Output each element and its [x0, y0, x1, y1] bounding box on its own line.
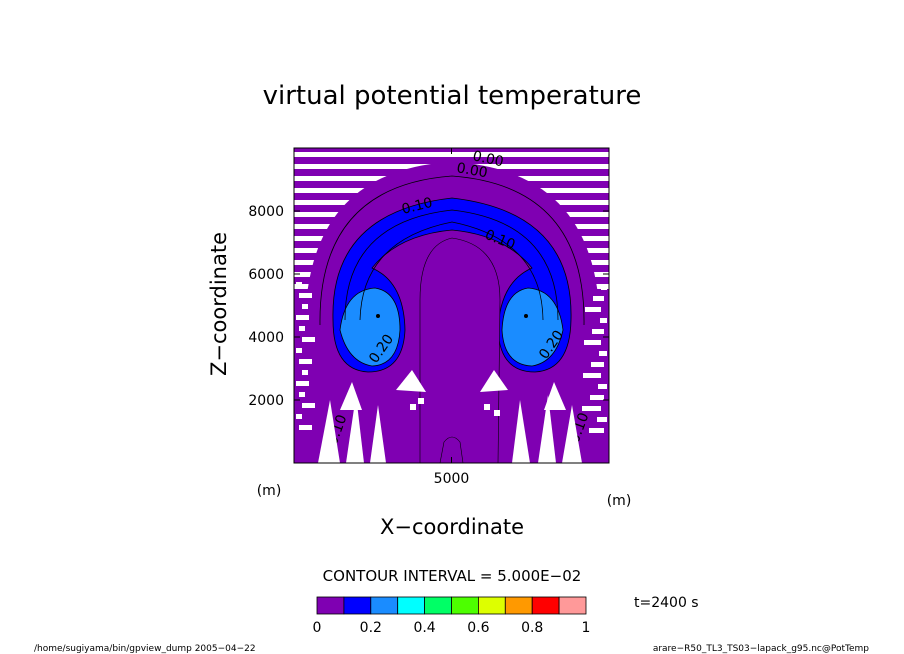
colorbar-segment	[397, 596, 426, 615]
speckle-right	[593, 296, 604, 301]
white-speck	[494, 410, 500, 416]
colorbar-tick-label: 0.4	[413, 620, 435, 636]
colorbar-segment	[451, 596, 479, 615]
speckle-left	[296, 282, 302, 287]
speckle-left	[296, 315, 309, 320]
colorbar-segment	[531, 596, 560, 615]
y-tick-label: 2000	[248, 393, 284, 409]
speckle-right	[601, 285, 607, 290]
lower-white-features	[318, 370, 582, 463]
contour-label-top-1: 0.00	[471, 148, 505, 170]
chart-title: virtual potential temperature	[263, 81, 642, 111]
contour-line-mid	[344, 209, 559, 321]
colorbar-segment	[477, 596, 506, 615]
white-spike	[544, 382, 566, 410]
colorbar-segment	[316, 596, 345, 615]
speckle-right	[589, 428, 604, 433]
speckle-right	[597, 417, 607, 422]
contour-interval: CONTOUR INTERVAL = 5.000E−02	[323, 567, 582, 585]
colorbar-segment	[370, 596, 399, 615]
speckle-left	[299, 392, 305, 397]
contour-label-arch-left: 0.10	[400, 195, 434, 218]
speckle-left	[299, 293, 312, 298]
white-speck	[418, 398, 424, 404]
speckle-right	[600, 318, 607, 323]
x-axis-ticks: 5000	[434, 148, 470, 487]
colorbar-tick-label: 1	[582, 620, 591, 636]
y-tick-label: 8000	[248, 204, 284, 220]
contour-label-top-2: 0.00	[455, 160, 488, 181]
speckle-left	[302, 370, 308, 375]
side-white-speckles	[296, 282, 607, 433]
y-tick-label: 6000	[248, 267, 284, 283]
speckle-left	[296, 414, 302, 419]
speckle-left	[302, 403, 315, 408]
colorbar-tick-label: 0.8	[521, 620, 543, 636]
colorbar-tick-labels: 0 0.2 0.4 0.6 0.8 1	[313, 620, 591, 636]
plot-area: 0.00 0.00 0.10 0.10 0.20 0.20 0.10 0.10	[294, 148, 609, 463]
contour-line-outer	[319, 175, 585, 326]
speckle-left	[302, 337, 315, 342]
white-spike	[340, 382, 362, 410]
x-axis-title: X−coordinate	[380, 515, 524, 539]
colorbar-tick-label: 0.2	[360, 620, 382, 636]
x-axis-unit: (m)	[607, 493, 632, 509]
speckle-right	[582, 406, 601, 411]
speckle-right	[592, 329, 604, 334]
speckle-right	[583, 373, 601, 378]
x-tick-label: 5000	[434, 471, 470, 487]
speckle-left	[299, 359, 312, 364]
right-core-center	[524, 314, 528, 318]
white-spike	[512, 400, 530, 463]
footer-left: /home/sugiyama/bin/gpview_dump 2005−04−2…	[34, 644, 256, 654]
y-axis-ticks: 2000 4000 6000 8000	[248, 204, 609, 409]
white-spike	[538, 395, 556, 463]
left-vortex-core	[339, 287, 401, 367]
colorbar-segment	[424, 596, 452, 615]
stripe	[294, 152, 609, 157]
white-spike	[396, 370, 426, 392]
stem-base-contour	[439, 436, 464, 463]
speckle-right	[590, 395, 604, 400]
speckle-left	[302, 304, 308, 309]
speckle-left	[299, 326, 305, 331]
speckle-right	[598, 384, 607, 389]
colorbar-tick-label: 0	[313, 620, 322, 636]
white-spike	[562, 405, 582, 463]
speckle-left	[299, 425, 312, 430]
white-spike	[318, 400, 340, 463]
speckle-right	[599, 351, 607, 356]
white-speck	[484, 404, 490, 410]
colorbar-segment	[504, 596, 533, 615]
time-label: t=2400 s	[634, 595, 699, 611]
contour-line-inner	[359, 221, 544, 321]
right-vortex-core	[501, 287, 564, 367]
footer-right: arare−R50_TL3_TS03−lapack_g95.nc@PotTemp	[653, 644, 869, 654]
left-core-center	[376, 314, 380, 318]
speckle-right	[585, 307, 601, 312]
speckle-left	[296, 348, 302, 353]
colorbar	[316, 596, 587, 615]
colorbar-tick-label: 0.6	[467, 620, 489, 636]
y-tick-label: 4000	[248, 330, 284, 346]
white-spike	[480, 370, 508, 392]
speckle-left	[296, 381, 309, 386]
colorbar-segment	[343, 596, 372, 615]
z-axis-unit: (m)	[257, 483, 282, 499]
speckle-right	[591, 362, 604, 367]
white-spike	[346, 395, 364, 463]
white-spike	[370, 405, 386, 463]
central-stem	[419, 237, 501, 463]
y-axis-title: Z−coordinate	[207, 232, 231, 376]
colorbar-segment	[558, 596, 587, 615]
speckle-right	[584, 340, 601, 345]
white-speck	[410, 404, 416, 410]
